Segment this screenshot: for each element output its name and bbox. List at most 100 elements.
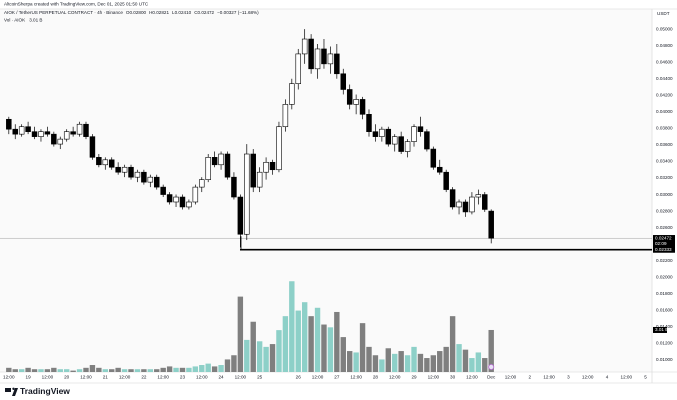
x-tick-label: 2 bbox=[529, 375, 532, 380]
logo-icon bbox=[12, 388, 18, 396]
candle-body bbox=[192, 186, 199, 203]
volume-bar bbox=[301, 302, 308, 372]
candle-body bbox=[366, 114, 372, 132]
x-tick-label: 26 bbox=[296, 375, 302, 380]
volume-bar bbox=[18, 369, 25, 372]
plot-area bbox=[0, 9, 652, 372]
volume-bar bbox=[244, 339, 250, 372]
candle-body bbox=[404, 141, 411, 152]
volume-bar bbox=[51, 367, 57, 372]
volume-bar bbox=[231, 355, 237, 372]
candle-body bbox=[160, 186, 166, 195]
volume-bar bbox=[289, 281, 295, 372]
candle-body bbox=[475, 194, 482, 198]
x-tick-label: 12:00 bbox=[235, 375, 247, 380]
volume-bar bbox=[449, 316, 456, 372]
x-tick-label: 12:00 bbox=[157, 375, 169, 380]
candle-body bbox=[51, 133, 57, 145]
volume-bar bbox=[424, 358, 430, 372]
y-tick-label: 0.01400 bbox=[656, 324, 673, 329]
volume-bar bbox=[192, 366, 199, 372]
volume-bar bbox=[25, 367, 31, 372]
volume-bar bbox=[237, 296, 244, 372]
volume-legend: Vol · AIOK 3.01 B bbox=[4, 18, 42, 23]
ohlc-low: L0.02410 bbox=[172, 10, 192, 15]
candle-body bbox=[327, 53, 334, 65]
candle-body bbox=[154, 176, 160, 188]
candle-body bbox=[115, 166, 121, 173]
x-tick-label: 3 bbox=[567, 375, 570, 380]
candle-body bbox=[417, 126, 424, 132]
y-tick-label: 0.03200 bbox=[656, 175, 673, 180]
candle-body bbox=[179, 196, 186, 208]
volume-bar bbox=[6, 367, 12, 372]
volume-bar bbox=[321, 324, 327, 372]
y-tick-label: 0.03400 bbox=[656, 159, 673, 164]
candle-body bbox=[224, 153, 231, 178]
volume-bar bbox=[44, 369, 51, 372]
volume-bar bbox=[102, 369, 108, 372]
volume-bar bbox=[379, 359, 385, 372]
volume-bar bbox=[398, 351, 404, 372]
candle-body bbox=[289, 83, 295, 105]
x-tick-label: 12:00 bbox=[42, 375, 54, 380]
candle-body bbox=[295, 53, 301, 85]
candle-body bbox=[63, 131, 70, 140]
candle-body bbox=[269, 161, 276, 171]
volume-bar bbox=[250, 321, 256, 372]
volume-bar bbox=[141, 369, 147, 372]
y-tick-label: 0.05000 bbox=[656, 26, 673, 31]
candle-body bbox=[424, 131, 430, 150]
volume-bar bbox=[121, 369, 128, 372]
volume-bar bbox=[359, 323, 366, 372]
volume-bar bbox=[353, 352, 359, 372]
x-tick-label: 23 bbox=[180, 375, 186, 380]
candle-body bbox=[96, 157, 102, 166]
volume-name: Vol · AIOK bbox=[4, 18, 26, 23]
candle-body bbox=[18, 126, 25, 135]
volume-bar bbox=[134, 369, 141, 372]
volume-bar bbox=[57, 369, 63, 372]
x-tick-label: 21 bbox=[103, 375, 109, 380]
candle-body bbox=[488, 210, 494, 239]
candle-body bbox=[321, 48, 327, 65]
candle-body bbox=[282, 104, 289, 128]
x-tick-label: 12:00 bbox=[119, 375, 131, 380]
volume-bar bbox=[70, 370, 76, 372]
y-tick-label: 0.01000 bbox=[656, 357, 673, 362]
logo: TradingView bbox=[5, 386, 70, 396]
y-tick-label: 0.04400 bbox=[656, 76, 673, 81]
volume-value: 3.01 B bbox=[29, 18, 42, 23]
candle-body bbox=[353, 99, 359, 105]
x-tick-label: 29 bbox=[411, 375, 417, 380]
volume-bar bbox=[224, 359, 231, 372]
y-tick-label: 0.03600 bbox=[656, 142, 673, 147]
volume-bar bbox=[96, 367, 102, 372]
volume-bar bbox=[211, 366, 218, 372]
x-tick-label: 28 bbox=[373, 375, 379, 380]
currency-label: USDT bbox=[657, 11, 670, 16]
volume-bar bbox=[179, 367, 186, 372]
candle-body bbox=[128, 166, 134, 178]
candle-body bbox=[25, 126, 31, 132]
candle-body bbox=[456, 201, 462, 208]
last-price-label: 0.02472 bbox=[655, 235, 672, 240]
candle-body bbox=[211, 157, 218, 166]
x-tick-label: 12:00 bbox=[582, 375, 594, 380]
candle-body bbox=[250, 153, 256, 188]
x-tick-label: 12:00 bbox=[389, 375, 401, 380]
candle-body bbox=[340, 73, 347, 90]
volume-bar bbox=[456, 344, 462, 372]
y-tick-label: 0.02200 bbox=[656, 258, 673, 263]
volume-bar bbox=[218, 365, 224, 372]
ohlc-close: C0.02472 bbox=[194, 10, 214, 15]
volume-bar bbox=[437, 351, 443, 372]
candle-body bbox=[469, 196, 475, 213]
volume-bar bbox=[276, 330, 282, 372]
volume-bar bbox=[308, 316, 314, 372]
x-tick-label: 12:00 bbox=[621, 375, 633, 380]
y-tick-label: 0.04200 bbox=[656, 93, 673, 98]
volume-bar bbox=[269, 344, 276, 372]
volume-bar bbox=[404, 355, 411, 372]
